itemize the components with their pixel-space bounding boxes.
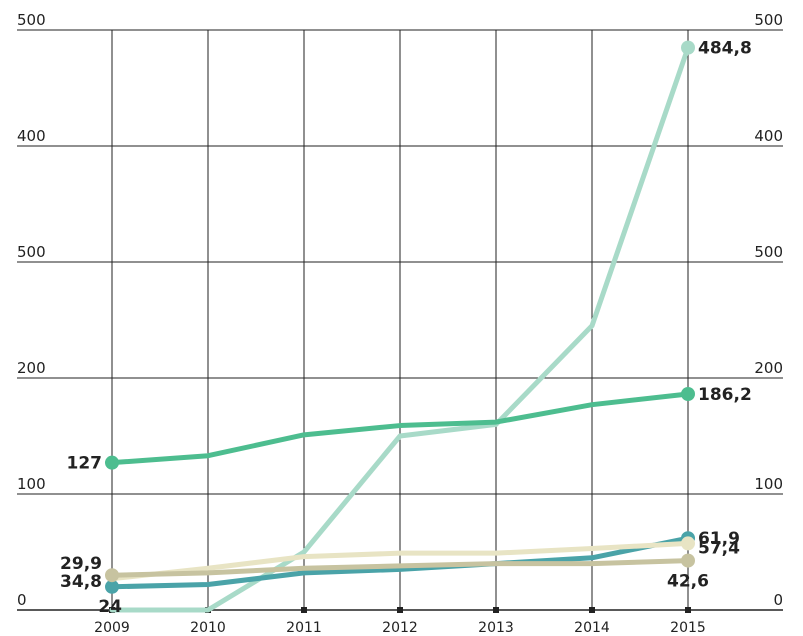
y-tick-label-right: 100 (754, 475, 783, 493)
x-tick-mark (397, 607, 403, 613)
series-point-1 (105, 455, 119, 470)
x-tick-label: 2011 (286, 620, 322, 636)
data-labels: 24 484,8 127 186,2 34,8 61,957,4 29,9 42,6 (60, 39, 752, 617)
data-label: 57,4 (698, 538, 740, 558)
y-tick-label-left: 200 (17, 359, 46, 377)
series-point-4 (105, 568, 119, 583)
y-tick-label-right: 500 (754, 11, 783, 29)
y-tick-label-left: 100 (17, 475, 46, 493)
series-line-3 (109, 540, 691, 582)
x-tick-label: 2009 (94, 620, 130, 636)
x-tick-label: 2012 (382, 620, 418, 636)
data-label: 61,9 (698, 529, 740, 549)
series-line-4 (109, 558, 691, 578)
data-label: 484,8 (698, 39, 752, 59)
data-label: 186,2 (698, 385, 752, 405)
series-line-1 (109, 391, 691, 466)
x-tick-mark (493, 607, 499, 613)
x-tick-label: 2010 (190, 620, 226, 636)
data-label: 24 (98, 597, 122, 617)
series-point-0 (681, 40, 695, 55)
series-point-2 (105, 579, 119, 594)
x-tick-label: 2013 (478, 620, 514, 636)
series-point-3 (681, 536, 695, 551)
y-tick-label-left: 500 (17, 243, 46, 261)
y-tick-label-right: 200 (754, 359, 783, 377)
x-tick-mark (685, 607, 691, 613)
y-tick-label-left: 400 (17, 127, 46, 145)
y-tick-label-left: 500 (17, 11, 46, 29)
y-axis-ticks: 0 0 100 100 200 200 500 500 400 400 500 500 (17, 11, 783, 609)
x-tick-label: 2015 (670, 620, 706, 636)
y-tick-label-right: 0 (773, 591, 783, 609)
data-label: 42,6 (667, 572, 709, 592)
series-lines (109, 45, 691, 613)
data-label: 34,8 (60, 572, 102, 592)
data-label: 127 (67, 454, 103, 474)
series-line-0 (109, 45, 691, 613)
series-point-1 (681, 387, 695, 402)
grid (17, 29, 783, 611)
y-tick-label-right: 400 (754, 127, 783, 145)
x-tick-mark (589, 607, 595, 613)
data-label: 29,9 (60, 554, 102, 574)
series-markers (105, 40, 695, 594)
x-tick-mark (301, 607, 307, 613)
series-line-2 (109, 535, 691, 590)
y-tick-label-right: 500 (754, 243, 783, 261)
x-tick-label: 2014 (574, 620, 610, 636)
y-tick-label-left: 0 (17, 591, 27, 609)
series-point-4 (681, 553, 695, 568)
